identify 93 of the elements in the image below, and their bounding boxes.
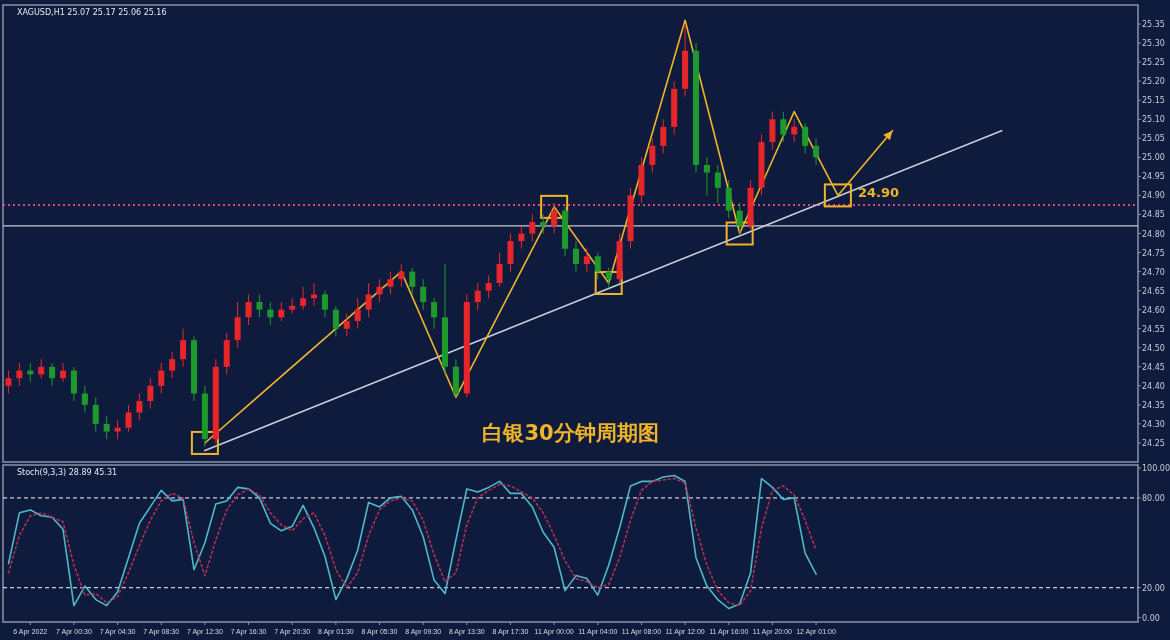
candlestick xyxy=(365,282,372,318)
candlestick xyxy=(660,118,667,155)
point xyxy=(540,194,569,219)
y-tick-label: 25.30 xyxy=(1142,39,1165,49)
y-tick-label: 25.20 xyxy=(1142,77,1165,87)
y-tick-label: 0.00 xyxy=(1142,613,1160,623)
y-tick-label: 24.50 xyxy=(1142,343,1165,353)
candlestick xyxy=(725,179,732,219)
candlestick xyxy=(496,252,503,288)
candlestick xyxy=(791,118,798,143)
candlestick xyxy=(605,267,612,288)
candlestick xyxy=(431,297,438,330)
candlestick xyxy=(649,137,656,174)
candlestick xyxy=(169,351,176,379)
candlestick xyxy=(409,267,416,295)
y-tick-label: 25.05 xyxy=(1142,134,1165,144)
annotation: XAGUSD,H1 25.07 25.17 25.06 25.16 xyxy=(17,8,167,17)
point xyxy=(190,430,219,455)
candlestick xyxy=(300,286,307,311)
y-tick-label: 24.45 xyxy=(1142,362,1165,372)
candlestick xyxy=(714,164,721,204)
point xyxy=(594,271,623,296)
candlestick xyxy=(398,263,405,288)
y-tick-label: 24.40 xyxy=(1142,381,1165,391)
candlestick xyxy=(780,111,787,143)
y-tick-label: 25.15 xyxy=(1142,96,1165,106)
candlestick xyxy=(583,248,590,273)
candlestick xyxy=(70,366,77,402)
candlestick xyxy=(60,362,67,383)
y-tick-label: 24.80 xyxy=(1142,229,1165,239)
candlestick xyxy=(594,252,601,280)
candlestick xyxy=(474,282,481,311)
y-tick-label: 24.90 xyxy=(1142,191,1165,201)
candlestick xyxy=(278,301,285,322)
y-tick-label: 24.65 xyxy=(1142,286,1165,296)
y-tick-label: 100.00 xyxy=(1142,463,1170,473)
candlestick xyxy=(38,358,45,379)
candlestick xyxy=(540,213,547,234)
point xyxy=(725,221,754,246)
candlestick xyxy=(343,312,350,337)
candlestick xyxy=(420,278,427,311)
y-tick-label: 24.75 xyxy=(1142,248,1165,258)
y-tick-label: 25.25 xyxy=(1142,58,1165,68)
candlestick xyxy=(507,233,514,273)
y-tick-label: 24.85 xyxy=(1142,210,1165,220)
candlestick xyxy=(49,362,56,387)
candlestick xyxy=(234,301,241,349)
candlestick xyxy=(245,293,252,326)
candlestick xyxy=(485,274,492,299)
candlestick xyxy=(5,370,12,394)
candlestick xyxy=(136,392,143,421)
candlestick xyxy=(311,282,318,307)
candlestick xyxy=(81,385,88,413)
candlestick xyxy=(256,293,263,318)
candlestick xyxy=(354,297,361,330)
candlestick xyxy=(736,202,743,234)
candlestick xyxy=(103,415,110,440)
candlestick xyxy=(321,290,328,318)
candlestick xyxy=(572,240,579,273)
candlestick xyxy=(125,404,132,433)
candlestick xyxy=(92,396,99,433)
y-tick-label: 24.55 xyxy=(1142,324,1165,334)
annotation: Stoch(9,3,3) 28.89 45.31 xyxy=(17,468,118,477)
candlestick xyxy=(703,156,710,196)
candlestick xyxy=(802,122,809,155)
candlestick xyxy=(769,111,776,151)
candlestick xyxy=(387,271,394,295)
candlestick xyxy=(114,419,121,440)
y-tick-label: 25.00 xyxy=(1142,153,1165,163)
candlestick xyxy=(813,137,820,166)
y-tick-label: 25.35 xyxy=(1142,20,1165,30)
candlestick xyxy=(518,225,525,250)
y-tick-label: 20.00 xyxy=(1142,583,1165,593)
candlestick xyxy=(376,278,383,303)
candlestick xyxy=(180,328,187,368)
candlestick xyxy=(147,377,154,410)
y-tick-label: 24.30 xyxy=(1142,419,1165,429)
annotation: 白银30分钟周期图 xyxy=(482,421,659,445)
y-tick-label: 80.00 xyxy=(1142,493,1165,503)
candlestick xyxy=(267,301,274,326)
y-tick-label: 25.10 xyxy=(1142,115,1165,125)
annotation: 24.90 xyxy=(857,185,899,201)
y-tick-label: 24.95 xyxy=(1142,172,1165,182)
point xyxy=(823,183,852,208)
candlestick xyxy=(16,362,23,387)
y-tick-label: 24.25 xyxy=(1142,438,1165,448)
candlestick xyxy=(551,202,558,234)
y-tick-label: 24.70 xyxy=(1142,267,1165,277)
y-tick-label: 24.35 xyxy=(1142,400,1165,410)
candlestick xyxy=(158,362,165,394)
candlestick xyxy=(529,213,536,242)
y-tick-label: 24.60 xyxy=(1142,305,1165,315)
candlestick xyxy=(332,305,339,337)
